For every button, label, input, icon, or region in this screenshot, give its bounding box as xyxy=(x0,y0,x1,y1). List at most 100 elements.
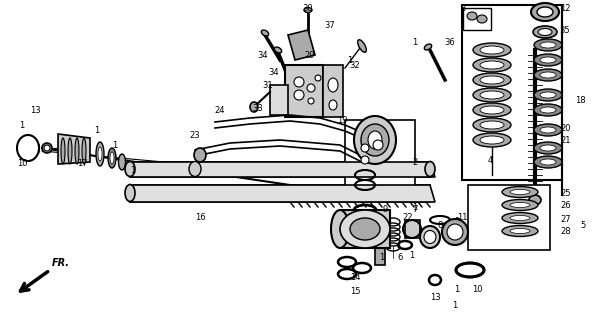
Text: 33: 33 xyxy=(253,103,264,113)
Text: 2: 2 xyxy=(412,157,418,166)
Text: 13: 13 xyxy=(429,293,440,302)
Ellipse shape xyxy=(473,118,511,132)
Ellipse shape xyxy=(540,42,556,48)
Ellipse shape xyxy=(540,159,556,165)
Ellipse shape xyxy=(502,187,538,197)
Circle shape xyxy=(315,75,321,81)
Ellipse shape xyxy=(274,47,282,53)
Ellipse shape xyxy=(340,210,390,248)
Ellipse shape xyxy=(480,121,504,129)
Ellipse shape xyxy=(329,100,337,110)
Ellipse shape xyxy=(425,162,435,177)
Bar xyxy=(270,85,288,115)
Ellipse shape xyxy=(125,185,135,202)
Ellipse shape xyxy=(540,72,556,78)
Ellipse shape xyxy=(424,230,436,244)
Text: 1: 1 xyxy=(347,55,353,65)
Ellipse shape xyxy=(98,147,102,161)
Text: 20: 20 xyxy=(561,124,571,132)
Text: 30: 30 xyxy=(302,4,313,12)
Bar xyxy=(468,185,550,250)
Text: 34: 34 xyxy=(258,51,268,60)
Ellipse shape xyxy=(534,69,562,81)
Ellipse shape xyxy=(529,195,541,205)
Ellipse shape xyxy=(477,15,487,23)
Circle shape xyxy=(373,140,383,150)
Circle shape xyxy=(294,90,304,100)
Bar xyxy=(462,5,562,180)
Ellipse shape xyxy=(510,189,530,195)
Text: 1: 1 xyxy=(19,121,25,130)
Text: 1: 1 xyxy=(452,300,458,309)
Text: 6: 6 xyxy=(397,253,403,262)
Circle shape xyxy=(361,156,369,164)
Text: 31: 31 xyxy=(263,81,273,90)
Text: FR.: FR. xyxy=(52,258,70,268)
Ellipse shape xyxy=(194,148,206,162)
Polygon shape xyxy=(405,220,420,238)
Bar xyxy=(345,120,415,200)
Text: 27: 27 xyxy=(561,214,571,223)
Ellipse shape xyxy=(534,54,562,66)
Text: 21: 21 xyxy=(561,135,571,145)
Ellipse shape xyxy=(447,224,463,240)
Ellipse shape xyxy=(480,136,504,144)
Ellipse shape xyxy=(531,3,559,21)
Ellipse shape xyxy=(467,12,477,20)
Ellipse shape xyxy=(534,104,562,116)
Text: 37: 37 xyxy=(325,20,335,29)
Ellipse shape xyxy=(304,7,312,12)
Ellipse shape xyxy=(350,218,380,240)
Ellipse shape xyxy=(480,76,504,84)
Ellipse shape xyxy=(424,44,432,50)
Circle shape xyxy=(308,98,314,104)
Ellipse shape xyxy=(502,199,538,211)
Circle shape xyxy=(307,84,315,92)
Ellipse shape xyxy=(473,73,511,87)
Circle shape xyxy=(294,77,304,87)
Text: 15: 15 xyxy=(350,287,360,297)
Ellipse shape xyxy=(361,124,389,156)
Ellipse shape xyxy=(540,127,556,133)
Ellipse shape xyxy=(510,203,530,207)
Ellipse shape xyxy=(189,162,201,177)
Ellipse shape xyxy=(331,210,349,248)
Ellipse shape xyxy=(473,88,511,102)
Ellipse shape xyxy=(442,219,468,245)
Ellipse shape xyxy=(473,103,511,117)
Polygon shape xyxy=(375,232,385,265)
Text: 35: 35 xyxy=(559,26,570,35)
Ellipse shape xyxy=(96,142,104,166)
Circle shape xyxy=(44,145,50,151)
Ellipse shape xyxy=(110,152,114,164)
Ellipse shape xyxy=(538,28,552,36)
Ellipse shape xyxy=(358,40,367,52)
Text: 1: 1 xyxy=(409,251,415,260)
Ellipse shape xyxy=(125,162,135,177)
Text: 10: 10 xyxy=(17,158,27,167)
Ellipse shape xyxy=(537,7,553,17)
Ellipse shape xyxy=(480,106,504,114)
Text: 26: 26 xyxy=(561,202,571,211)
Text: 17: 17 xyxy=(77,158,87,167)
Polygon shape xyxy=(130,162,435,177)
Ellipse shape xyxy=(119,154,126,170)
Ellipse shape xyxy=(108,148,116,168)
Ellipse shape xyxy=(68,138,72,164)
Text: 1: 1 xyxy=(412,204,418,212)
Ellipse shape xyxy=(540,145,556,151)
Ellipse shape xyxy=(473,43,511,57)
Bar xyxy=(463,8,491,30)
Ellipse shape xyxy=(82,138,86,164)
Text: 1: 1 xyxy=(379,253,385,262)
Text: 25: 25 xyxy=(561,188,571,197)
Ellipse shape xyxy=(480,91,504,99)
Ellipse shape xyxy=(534,142,562,154)
Circle shape xyxy=(361,144,369,152)
Ellipse shape xyxy=(510,215,530,220)
Ellipse shape xyxy=(368,131,382,149)
Ellipse shape xyxy=(540,107,556,113)
Text: 13: 13 xyxy=(30,106,40,115)
Ellipse shape xyxy=(534,156,562,168)
Polygon shape xyxy=(58,134,90,164)
